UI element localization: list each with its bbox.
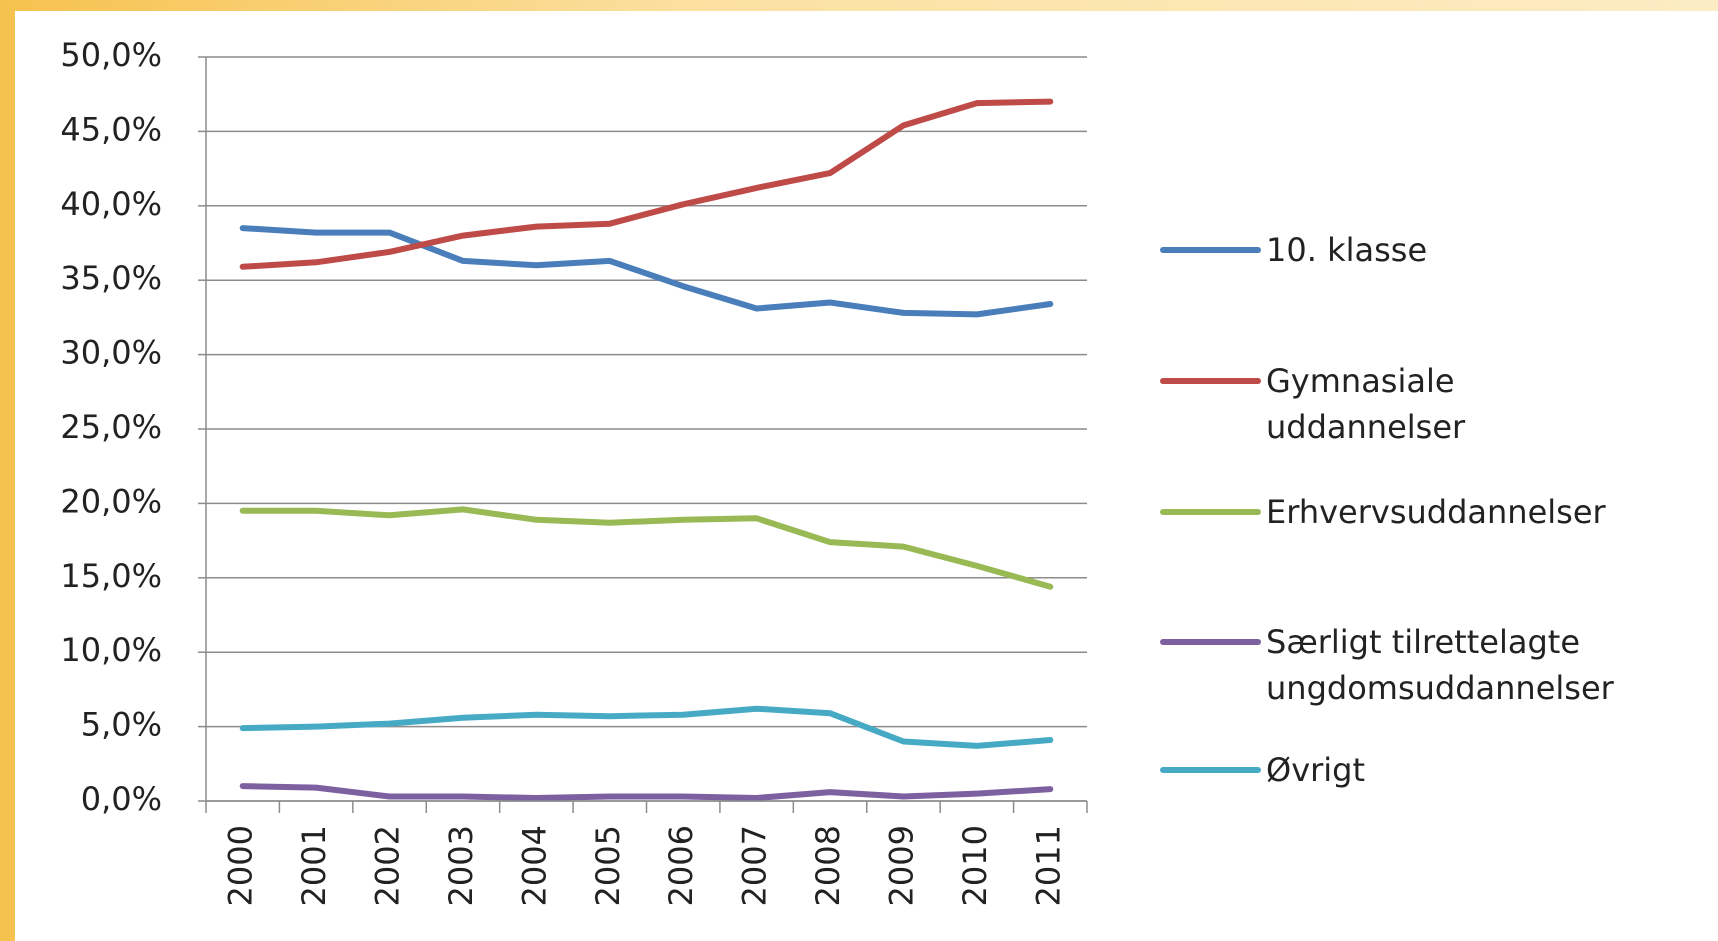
y-tick-label: 30,0% xyxy=(60,334,162,372)
legend-label: Øvrigt xyxy=(1266,751,1366,789)
y-tick-label: 50,0% xyxy=(60,36,162,74)
legend-label: Gymnasiale uddannelser xyxy=(1266,362,1466,446)
legend-label: Særligt tilrettelagte ungdomsuddannelser xyxy=(1266,623,1614,707)
y-tick-label: 5,0% xyxy=(81,706,162,744)
x-tick-label: 2001 xyxy=(295,825,333,906)
x-tick-label: 2009 xyxy=(882,825,920,906)
legend-label: 10. klasse xyxy=(1266,231,1428,269)
x-tick-label: 2004 xyxy=(515,825,553,906)
x-tick-label: 2011 xyxy=(1029,825,1067,906)
legend-label: Erhvervsuddannelser xyxy=(1266,493,1606,531)
y-tick-label: 0,0% xyxy=(81,780,162,818)
x-tick-label: 2007 xyxy=(736,825,774,906)
x-tick-label: 2003 xyxy=(442,825,480,906)
x-tick-label: 2000 xyxy=(222,825,260,906)
series-line xyxy=(239,506,1054,590)
x-tick-label: 2002 xyxy=(369,825,407,906)
x-tick-label: 2010 xyxy=(956,825,994,906)
y-tick-label: 45,0% xyxy=(60,110,162,148)
x-tick-label: 2006 xyxy=(662,825,700,906)
series-line xyxy=(239,98,1054,270)
y-tick-label: 25,0% xyxy=(60,408,162,446)
y-tick-label: 20,0% xyxy=(60,482,162,520)
y-tick-label: 15,0% xyxy=(60,557,162,595)
x-tick-label: 2005 xyxy=(589,825,627,906)
y-tick-label: 40,0% xyxy=(60,185,162,223)
y-tick-label: 35,0% xyxy=(60,259,162,297)
series-line xyxy=(239,225,1054,318)
series-line xyxy=(239,783,1054,801)
x-tick-label: 2008 xyxy=(809,825,847,906)
y-tick-label: 10,0% xyxy=(60,631,162,669)
series-line xyxy=(239,705,1054,749)
